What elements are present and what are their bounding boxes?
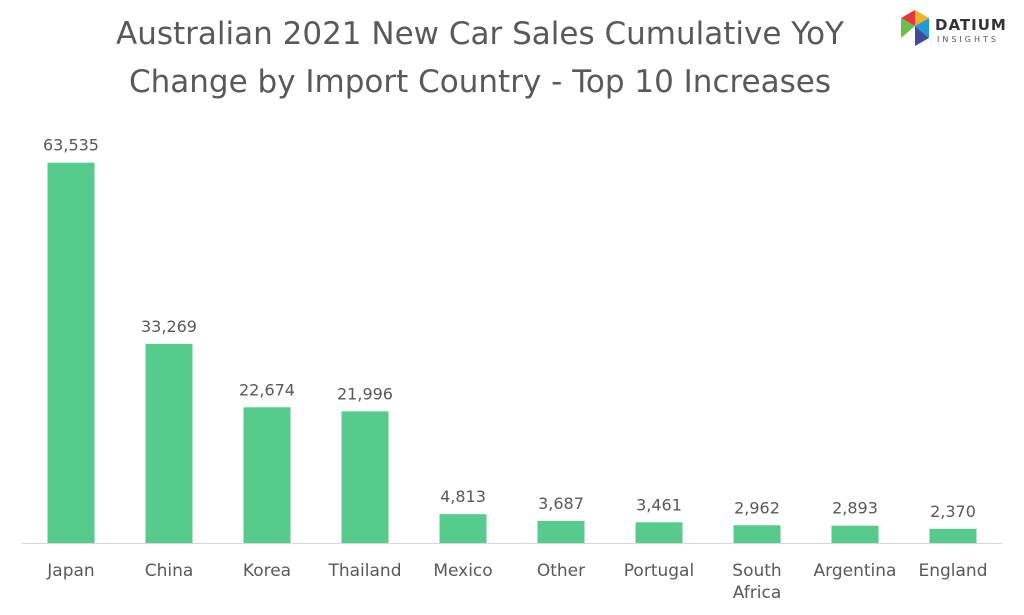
x-tick-label: Korea [243, 561, 291, 581]
x-tick-label: England [918, 561, 987, 581]
data-label: 33,269 [141, 317, 197, 336]
bar-korea [243, 407, 291, 543]
logo-brand-text: DATIUM [935, 16, 1007, 34]
bar-mexico [439, 514, 487, 543]
bar-england [929, 528, 977, 543]
data-label: 2,370 [930, 502, 976, 521]
logo-sub-text: INSIGHTS [937, 35, 999, 44]
data-label: 3,687 [538, 494, 584, 513]
x-axis-tick-labels: Japan China Korea Thailand Mexico Other Portug… [46, 561, 987, 603]
data-label: 63,535 [43, 136, 99, 155]
x-tick-label: South Africa [732, 561, 781, 603]
data-labels: 63,535 33,269 22,674 21,996 4,813 3,687 3,461 2… [43, 136, 976, 521]
bar-series [47, 162, 977, 544]
bar-japan [47, 162, 95, 544]
datium-logo: DATIUM INSIGHTS [897, 10, 1017, 54]
data-label: 21,996 [337, 384, 393, 403]
data-label: 22,674 [239, 380, 295, 399]
chart-title-line-1: Australian 2021 New Car Sales Cumulative… [116, 16, 844, 52]
bar-south-africa [733, 525, 781, 543]
x-tick-label: Portugal [624, 561, 694, 581]
data-label: 2,962 [734, 498, 780, 517]
bar-argentina [831, 525, 879, 543]
chart-title: Australian 2021 New Car Sales Cumulative… [40, 10, 920, 106]
datium-logo-icon [901, 10, 929, 46]
x-tick-label: Japan [46, 561, 94, 581]
x-tick-label: China [145, 561, 194, 581]
x-tick-label: Thailand [327, 561, 401, 581]
x-tick-label: Other [537, 561, 585, 581]
x-tick-label: Mexico [433, 561, 492, 581]
x-tick-label: Argentina [814, 561, 897, 581]
bar-other [537, 520, 585, 543]
bar-portugal [635, 522, 683, 543]
bar-china [145, 343, 193, 543]
data-label: 2,893 [832, 499, 878, 518]
data-label: 3,461 [636, 495, 682, 514]
chart-title-line-2: Change by Import Country - Top 10 Increa… [128, 64, 831, 100]
data-label: 4,813 [440, 487, 486, 506]
bar-thailand [341, 411, 389, 543]
